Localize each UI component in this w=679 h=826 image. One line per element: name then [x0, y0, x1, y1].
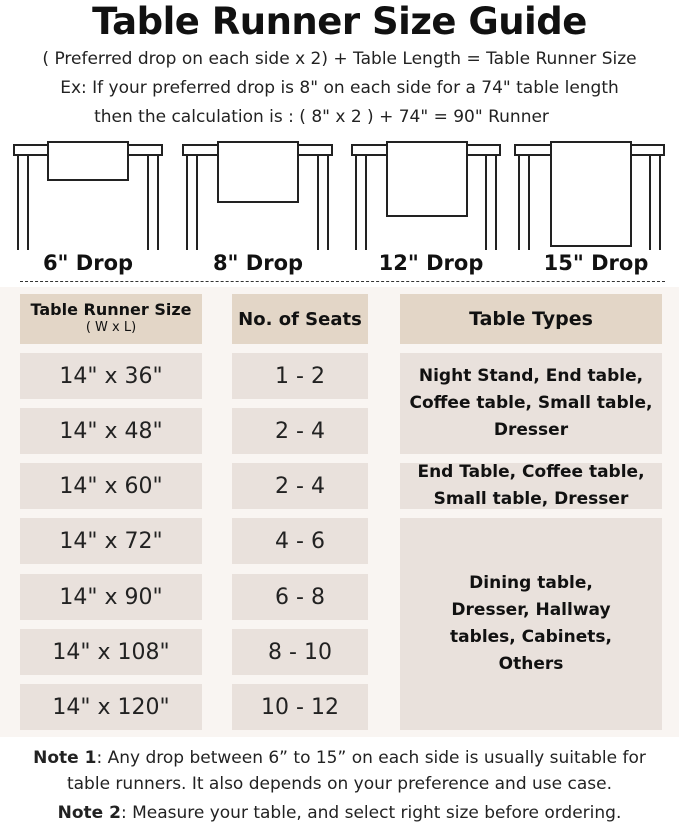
- size-cell: 14" x 48": [20, 408, 202, 454]
- drop-label: 15" Drop: [543, 251, 649, 275]
- size-cell: 14" x 36": [20, 353, 202, 399]
- example-line-2: then the calculation is : ( 8" x 2 ) + 7…: [94, 107, 549, 127]
- page-title: Table Runner Size Guide: [92, 0, 587, 43]
- seats-cell: 8 - 10: [232, 629, 368, 675]
- seats-cell: 2 - 4: [232, 408, 368, 454]
- note-2-text: : Measure your table, and select right s…: [120, 803, 622, 823]
- drop-label: 6" Drop: [42, 251, 134, 275]
- table-types-cell: End Table, Coffee table, Small table, Dr…: [400, 462, 662, 509]
- table-drop-illustrations: [13, 141, 665, 250]
- note-1-line-2: table runners. It also depends on your p…: [66, 774, 613, 794]
- header-seats: No. of Seats: [232, 294, 368, 344]
- note-2: Note 2: Measure your table, and select r…: [0, 800, 679, 826]
- size-cell: 14" x 60": [20, 463, 202, 509]
- divider: [20, 281, 665, 282]
- size-cell: 14" x 108": [20, 629, 202, 675]
- size-cell: 14" x 120": [20, 684, 202, 730]
- table-illustration-8in: [182, 141, 333, 250]
- seats-cell: 4 - 6: [232, 518, 368, 564]
- seats-cell: 10 - 12: [232, 684, 368, 730]
- note-1-text: : Any drop between 6” to 15” on each sid…: [96, 748, 646, 768]
- seats-cell: 1 - 2: [232, 353, 368, 399]
- example-line-1: Ex: If your preferred drop is 8" on each…: [60, 78, 619, 98]
- table-illustration-15in: [514, 141, 665, 250]
- size-cell: 14" x 90": [20, 574, 202, 620]
- note-1-label: Note 1: [33, 748, 97, 768]
- header-size: Table Runner Size( W x L): [20, 294, 202, 344]
- table-types-cell: Night Stand, End table, Coffee table, Sm…: [400, 353, 662, 454]
- table-types-cell: Dining table, Dresser, Hallway tables, C…: [400, 518, 662, 730]
- note-2-label: Note 2: [57, 803, 121, 823]
- note-1: Note 1: Any drop between 6” to 15” on ea…: [0, 745, 679, 797]
- drop-label: 8" Drop: [212, 251, 304, 275]
- table-illustration-6in: [13, 141, 163, 250]
- header-types: Table Types: [400, 294, 662, 344]
- seats-cell: 2 - 4: [232, 463, 368, 509]
- seats-cell: 6 - 8: [232, 574, 368, 620]
- drop-label: 12" Drop: [378, 251, 484, 275]
- formula-text: ( Preferred drop on each side x 2) + Tab…: [42, 49, 637, 69]
- table-illustration-12in: [351, 141, 501, 250]
- header-size-sub: ( W x L): [85, 320, 137, 335]
- header-size-label: Table Runner Size: [30, 300, 192, 319]
- size-cell: 14" x 72": [20, 518, 202, 564]
